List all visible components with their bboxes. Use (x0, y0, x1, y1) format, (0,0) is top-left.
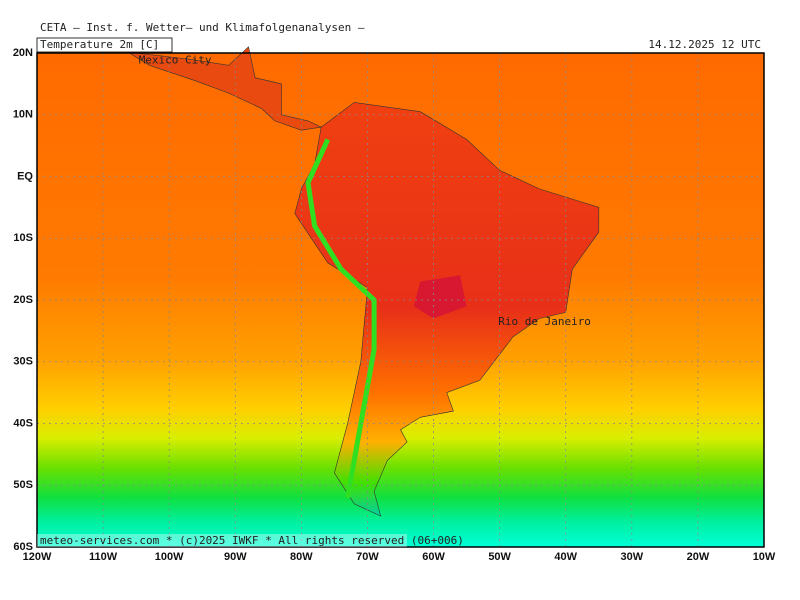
map-frame (36, 52, 765, 548)
lat-label: 50S (13, 479, 33, 491)
lat-label: EQ (17, 170, 33, 182)
panel-title: Temperature 2m [C] (40, 38, 159, 51)
lon-label: 20W (687, 551, 710, 563)
city-label: Rio de Janeiro (498, 315, 591, 328)
panel-datetime: 14.12.2025 12 UTC (648, 38, 761, 51)
lat-label: 10N (13, 109, 33, 121)
lat-label: 10S (13, 232, 33, 244)
graticule (37, 53, 764, 547)
lon-label: 60W (422, 551, 445, 563)
lat-label: 40S (13, 417, 33, 429)
city-label: Mexico City (139, 54, 212, 67)
lon-label: 90W (224, 551, 247, 563)
lon-label: 80W (290, 551, 313, 563)
header-org: CETA — Inst. f. Wetter— und Klimafolgena… (40, 21, 365, 34)
lon-label: 50W (488, 551, 511, 563)
lon-label: 110W (89, 551, 118, 563)
lon-label: 100W (155, 551, 184, 563)
lon-label: 120W (23, 551, 52, 563)
lat-label: 30S (13, 356, 33, 368)
lon-label: 30W (621, 551, 644, 563)
hot-spot (413, 275, 467, 319)
lat-label: 60S (13, 541, 33, 553)
title-box (36, 37, 173, 53)
footer-credit: meteo-services.com * (c)2025 IWKF * All … (40, 534, 464, 547)
lon-label: 10W (753, 551, 776, 563)
lat-label: 20N (13, 47, 33, 59)
footer-bg (37, 534, 407, 547)
lon-label: 70W (356, 551, 379, 563)
lat-label: 20S (13, 294, 33, 306)
lon-label: 40W (554, 551, 577, 563)
andes (305, 138, 377, 499)
